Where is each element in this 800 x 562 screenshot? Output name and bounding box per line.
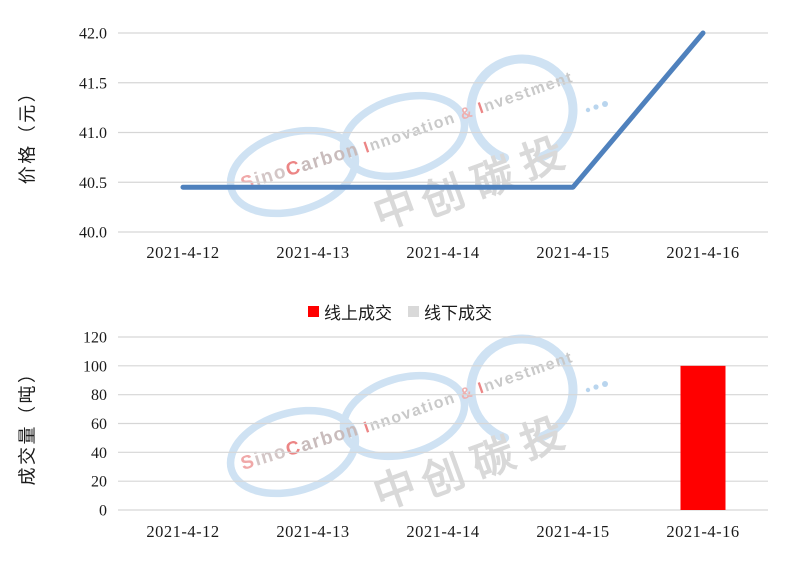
volume-legend: 线上成交 线下成交 <box>0 299 800 324</box>
x-tick-label: 2021-4-14 <box>406 522 479 541</box>
y-tick-label: 42.0 <box>79 26 107 43</box>
offline-legend-swatch <box>408 305 419 317</box>
offline-legend-label: 线下成交 <box>424 303 492 323</box>
x-tick-label: 2021-4-13 <box>276 243 349 262</box>
y-tick-label: 120 <box>83 330 107 347</box>
y-tick-label: 0 <box>99 503 107 520</box>
y-tick-label: 20 <box>91 474 107 491</box>
x-tick-label: 2021-4-15 <box>536 243 609 262</box>
y-tick-label: 100 <box>83 358 107 375</box>
y-tick-label: 80 <box>91 387 107 404</box>
price-line-series <box>180 30 706 190</box>
x-tick-label: 2021-4-13 <box>276 522 349 541</box>
x-tick-label: 2021-4-16 <box>666 522 739 541</box>
y-tick-label: 60 <box>91 416 107 433</box>
y-tick-label: 40.5 <box>79 175 107 192</box>
x-tick-label: 2021-4-15 <box>536 522 609 541</box>
x-tick-label: 2021-4-12 <box>146 243 219 262</box>
legend-item-offline: 线下成交 <box>408 299 492 324</box>
x-tick-label: 2021-4-16 <box>666 243 739 262</box>
legend-item-online: 线上成交 <box>308 299 392 324</box>
y-tick-label: 40.0 <box>79 225 107 242</box>
y-tick-label: 41.0 <box>79 125 107 142</box>
online-legend-swatch <box>308 305 319 317</box>
online-legend-label: 线上成交 <box>324 303 392 323</box>
y-tick-label: 40 <box>91 445 107 462</box>
x-tick-label: 2021-4-14 <box>406 243 479 262</box>
x-tick-label: 2021-4-12 <box>146 522 219 541</box>
volume-bar <box>680 365 726 510</box>
y-tick-label: 41.5 <box>79 75 107 92</box>
